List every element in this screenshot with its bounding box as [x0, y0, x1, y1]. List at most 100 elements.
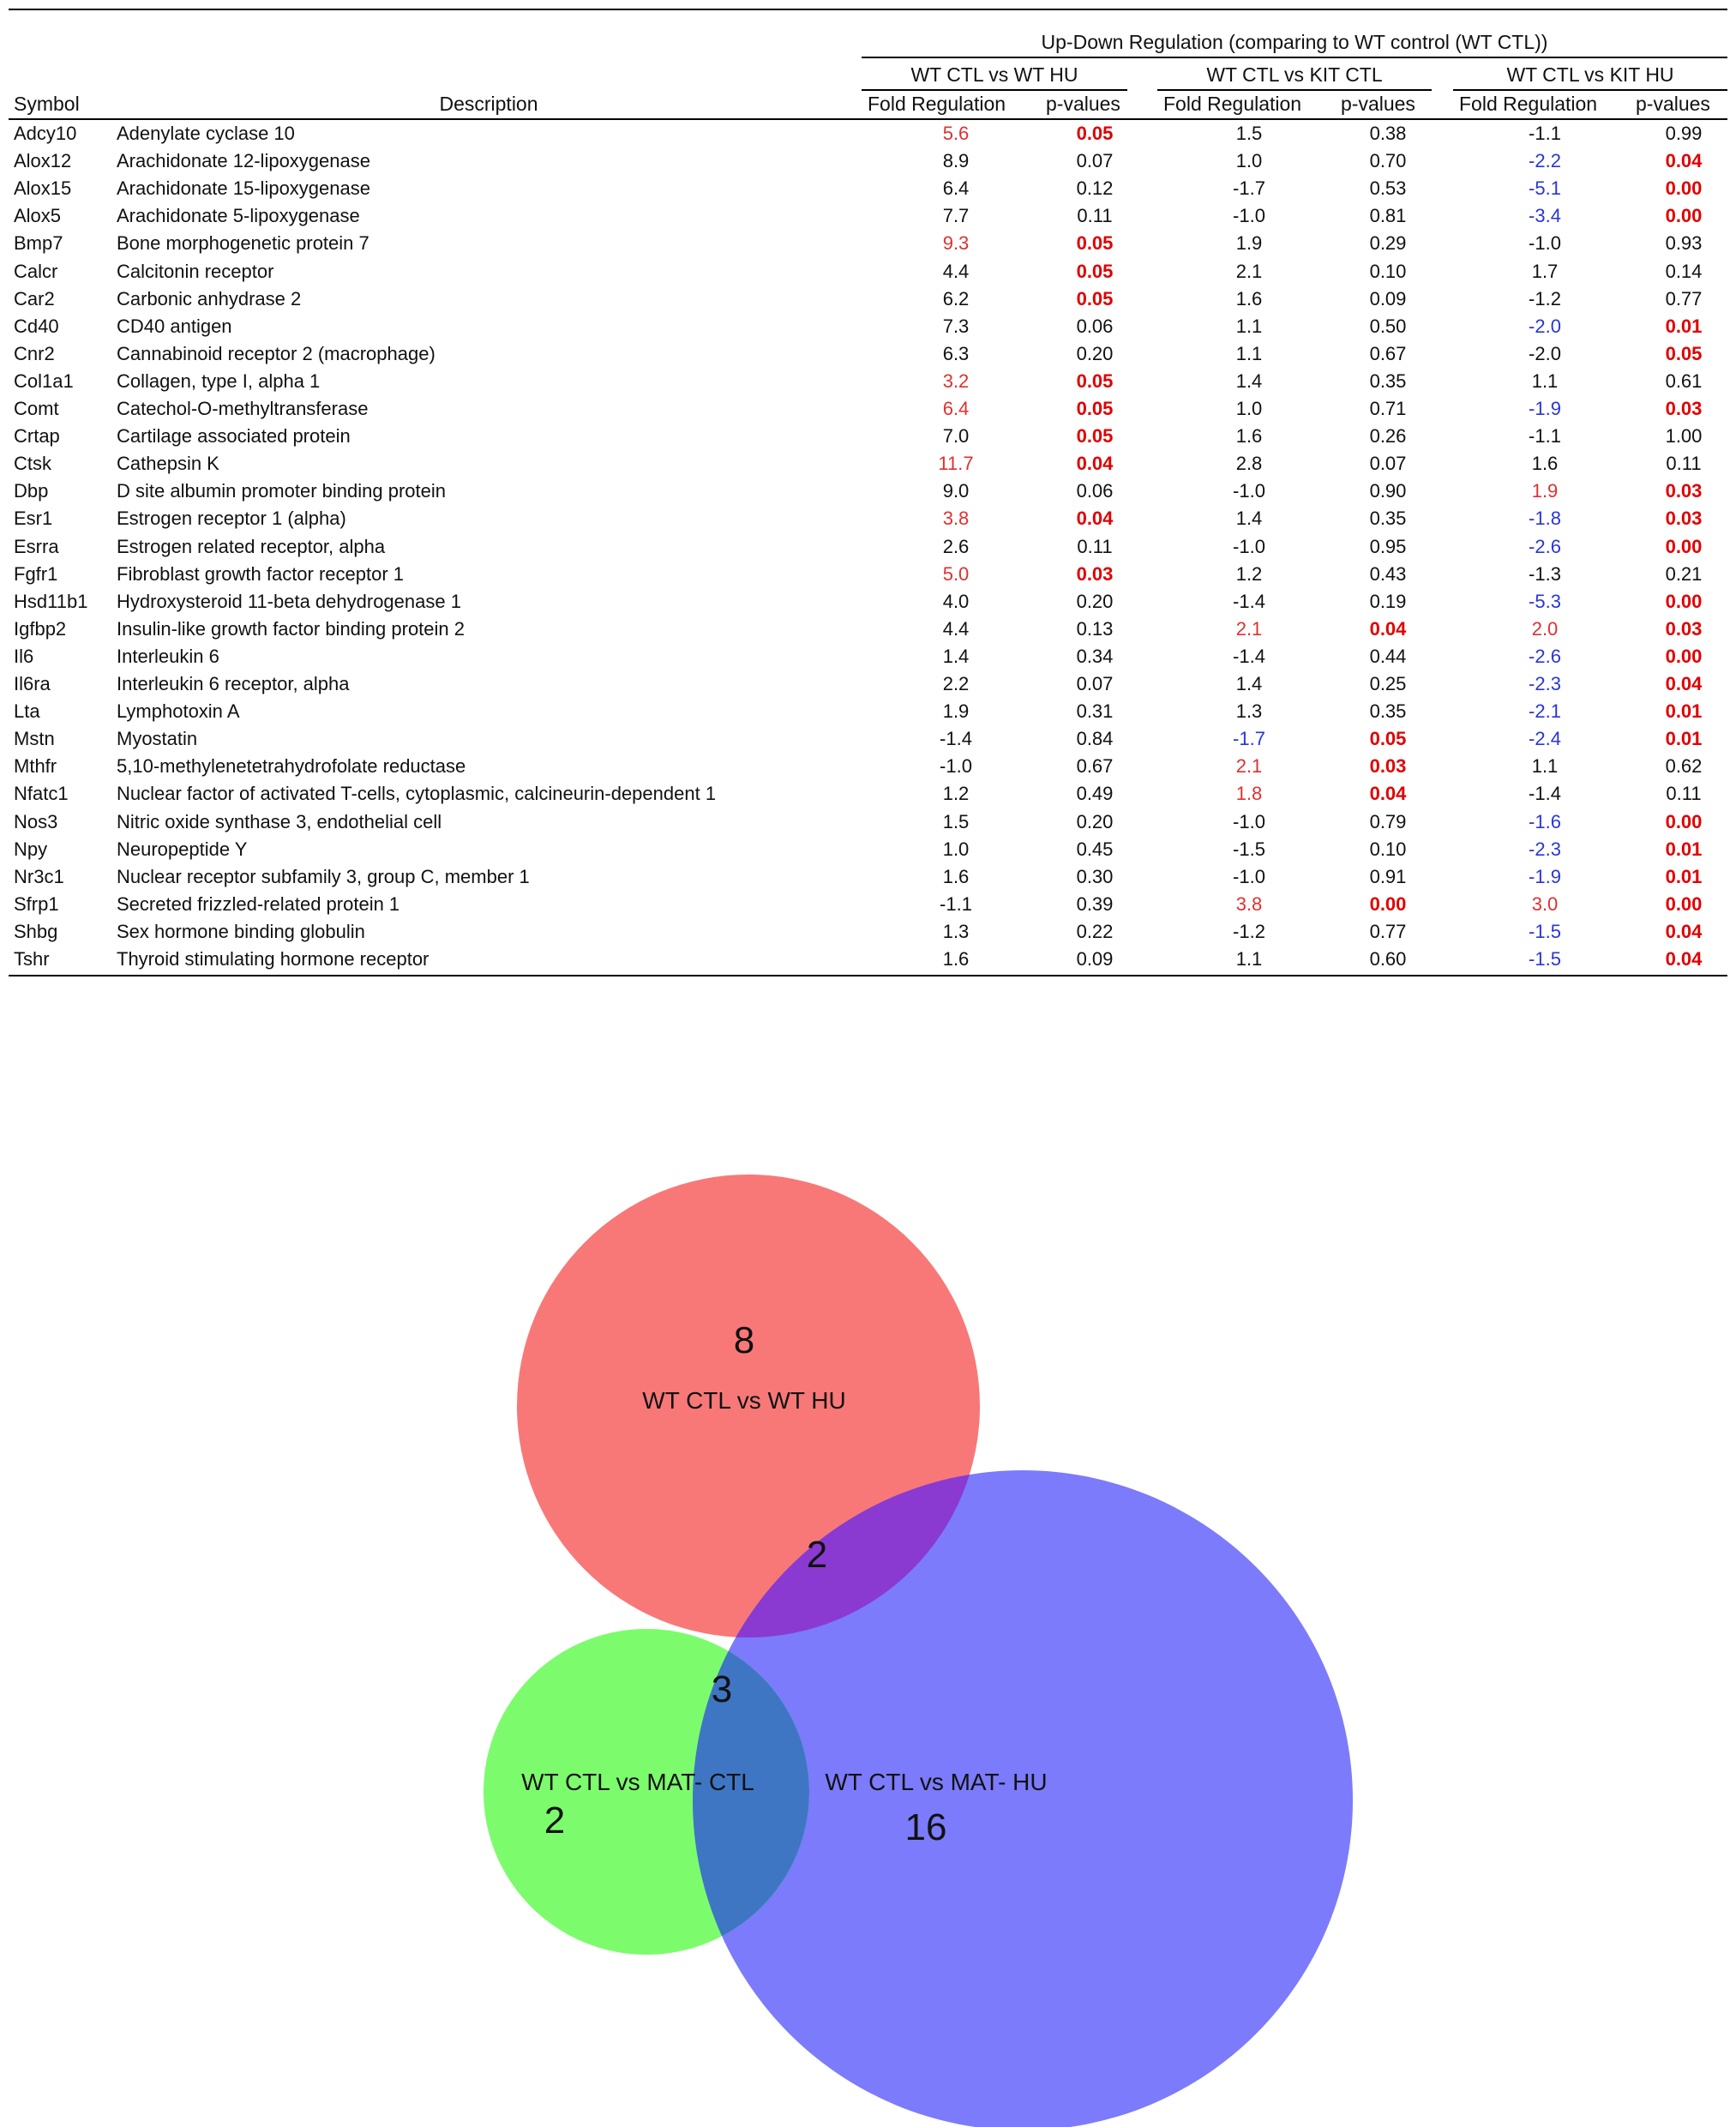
fold-regulation-value: 1.9: [1235, 232, 1263, 255]
venn-circle-mat-hu: [693, 1470, 1353, 2127]
table-top-rule: [9, 9, 1727, 10]
p-value: 0.34: [1076, 645, 1114, 667]
p-value: 0.10: [1369, 838, 1407, 860]
p-value: 1.00: [1665, 425, 1703, 448]
gene-symbol: Igfbp2: [14, 617, 67, 640]
fold-regulation-value: 3.8: [942, 508, 970, 530]
p-value: 0.04: [1665, 673, 1703, 694]
fold-regulation-value: 2.1: [1235, 260, 1263, 282]
venn-count-mat-ctl-only: 2: [544, 1800, 565, 1842]
gene-symbol: Adcy10: [14, 123, 77, 144]
fold-regulation-value: -2.0: [1529, 342, 1561, 364]
fold-regulation-value: 2.0: [1531, 617, 1559, 640]
fold-regulation-value: 1.0: [1235, 398, 1263, 419]
gene-symbol: Mstn: [14, 728, 55, 750]
p-value: 0.11: [1077, 205, 1113, 227]
table-bottom-rule: [9, 975, 1727, 977]
gene-description: Interleukin 6 receptor, alpha: [117, 673, 350, 694]
table-row: Nr3c1 Nuclear receptor subfamily 3, group…: [9, 863, 1727, 891]
table-row: Ctsk Cathepsin K 11.7 0.04 2.8 0.07 1.6 0.11: [9, 450, 1727, 478]
p-value: 0.05: [1665, 342, 1703, 364]
p-value: 0.84: [1076, 728, 1114, 750]
gene-description: Arachidonate 5-lipoxygenase: [117, 205, 360, 227]
venn-overlap-mat-ctl-mat-hu: [693, 1629, 809, 1955]
p-value: 0.00: [1369, 892, 1407, 915]
header-rule: [9, 118, 1727, 120]
fold-regulation-value: -5.1: [1529, 177, 1561, 200]
gene-description: Myostatin: [117, 728, 198, 750]
fold-regulation-value: -1.1: [1529, 425, 1561, 448]
p-value: 0.49: [1076, 783, 1114, 805]
table-row: Comt Catechol-O-methyltransferase 6.4 0.05 1…: [9, 395, 1727, 423]
table-row: Alox5 Arachidonate 5-lipoxygenase 7.7 0.11 -…: [9, 202, 1727, 230]
table-row: Esr1 Estrogen receptor 1 (alpha) 3.8 0.04 1.…: [9, 505, 1727, 532]
table-row: Il6 Interleukin 6 1.4 0.34 -1.4 0.44 -2.6 0.00: [9, 643, 1727, 670]
p-value: 0.20: [1076, 810, 1114, 832]
gene-description: Catechol-O-methyltransferase: [117, 398, 369, 419]
p-value: 0.81: [1369, 205, 1407, 227]
gene-symbol: Cnr2: [14, 342, 55, 364]
gene-symbol: Nr3c1: [14, 865, 64, 887]
p-value: 0.05: [1076, 287, 1114, 309]
gene-description: Nitric oxide synthase 3, endothelial cel…: [117, 810, 442, 832]
table-row: Cnr2 Cannabinoid receptor 2 (macrophage) 6…: [9, 340, 1727, 368]
fold-regulation-value: 1.7: [1531, 260, 1559, 282]
fold-regulation-value: -1.9: [1529, 865, 1561, 887]
fold-regulation-value: -1.6: [1529, 810, 1561, 832]
p-value: 0.31: [1076, 700, 1114, 723]
fold-regulation-value: -2.6: [1529, 535, 1561, 557]
gene-symbol: Nfatc1: [14, 783, 69, 805]
table-row: Il6ra Interleukin 6 receptor, alpha 2.2 0.0…: [9, 670, 1727, 698]
p-value: 0.77: [1369, 920, 1407, 942]
gene-symbol: Npy: [14, 838, 48, 860]
fold-regulation-value: -2.6: [1529, 645, 1561, 667]
table-row: Mthfr 5,10-methylenetetrahydrofolate redu…: [9, 753, 1727, 780]
p-value: 0.45: [1076, 838, 1114, 860]
fold-regulation-value: -1.5: [1529, 948, 1561, 970]
fold-regulation-value: 3.0: [1531, 892, 1559, 915]
fold-regulation-value: -2.4: [1529, 728, 1561, 750]
gene-description: Nuclear factor of activated T-cells, cyt…: [117, 783, 717, 805]
fold-regulation-value: -2.0: [1529, 315, 1561, 337]
p-value: 0.06: [1076, 315, 1114, 337]
fold-regulation-value: 5.0: [942, 562, 970, 585]
table-row: Nos3 Nitric oxide synthase 3, endothelial…: [9, 808, 1727, 836]
gene-symbol: Shbg: [14, 920, 58, 942]
gene-symbol: Col1a1: [14, 370, 74, 392]
p-value: 0.00: [1665, 177, 1703, 200]
fold-regulation-value: 1.3: [942, 920, 970, 942]
fold-regulation-value: -1.9: [1529, 398, 1561, 419]
fold-regulation-value: 1.9: [942, 700, 970, 723]
venn-count-wt-hu-only: 8: [734, 1319, 754, 1361]
fold-regulation-value: -1.7: [1233, 177, 1265, 200]
gene-description: Arachidonate 12-lipoxygenase: [117, 150, 370, 172]
p-value: 0.09: [1369, 287, 1407, 309]
table-row: Adcy10 Adenylate cyclase 10 5.6 0.05 1.5 0.38…: [9, 120, 1727, 147]
p-value: 0.07: [1076, 673, 1114, 694]
fold-header-1: Fold Regulation: [868, 93, 1006, 115]
fold-header-2: Fold Regulation: [1163, 93, 1302, 115]
fold-regulation-value: 9.0: [942, 480, 970, 502]
p-value: 0.00: [1665, 590, 1703, 612]
venn-count-wt-hu-mat-hu: 2: [807, 1534, 827, 1576]
p-value: 0.30: [1076, 865, 1114, 887]
fold-regulation-value: -1.5: [1233, 838, 1265, 860]
p-value: 0.90: [1369, 480, 1407, 502]
fold-regulation-value: 1.1: [1235, 315, 1263, 337]
gene-symbol: Tshr: [14, 948, 50, 970]
p-value: 0.53: [1369, 177, 1407, 200]
p-value: 0.12: [1076, 177, 1114, 200]
venn-count-mat-ctl-mat-hu: 3: [712, 1668, 732, 1710]
p-value: 0.14: [1665, 260, 1703, 282]
gene-symbol: Fgfr1: [14, 562, 58, 585]
p-value: 0.05: [1076, 123, 1114, 144]
p-value: 0.05: [1369, 728, 1407, 750]
fold-regulation-value: -3.4: [1529, 205, 1561, 227]
p-value: 0.44: [1369, 645, 1407, 667]
p-value: 0.04: [1076, 453, 1114, 475]
fold-regulation-value: 2.2: [942, 673, 970, 694]
fold-regulation-value: 8.9: [942, 150, 970, 172]
gene-description: Calcitonin receptor: [117, 260, 274, 282]
fold-regulation-value: -1.3: [1529, 562, 1561, 585]
fold-regulation-value: -1.0: [1233, 810, 1265, 832]
